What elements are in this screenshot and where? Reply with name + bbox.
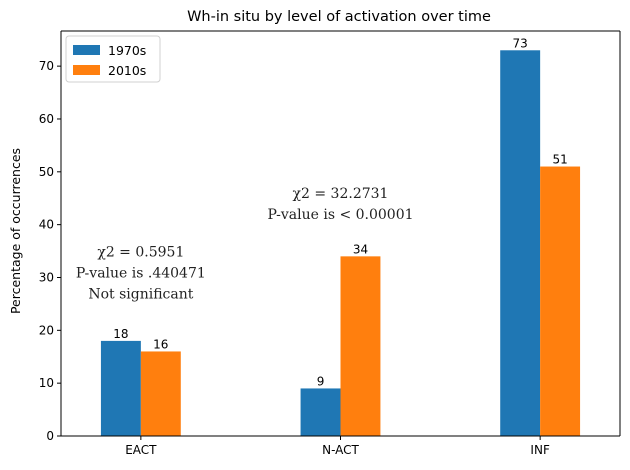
bar-value-label: 34 — [353, 242, 368, 256]
legend-swatch — [73, 65, 100, 75]
bar-1970s-N-ACT — [300, 388, 341, 436]
x-tick-label: EACT — [125, 443, 157, 457]
y-tick-label: 50 — [39, 165, 54, 179]
y-tick-label: 30 — [39, 270, 54, 284]
bar-value-label: 51 — [552, 153, 567, 167]
bar-value-labels: 18 9 73 16 34 51 — [113, 36, 567, 388]
axes-layer: 0 10 20 30 40 50 60 70 EACT N-ACT INF — [39, 30, 621, 457]
annotation-text: P-value is < 0.00001 — [267, 207, 413, 223]
annotation-text: χ2 = 0.5951 — [97, 244, 184, 260]
y-tick-label: 10 — [39, 376, 54, 390]
y-tick-label: 70 — [39, 59, 54, 73]
legend-swatch — [73, 45, 100, 55]
y-tick-label: 40 — [39, 218, 54, 232]
legend: 1970s 2010s — [65, 35, 161, 83]
bars-layer — [100, 50, 581, 437]
bar-value-label: 73 — [513, 36, 528, 50]
bar-value-label: 16 — [153, 337, 168, 351]
x-tick-label: N-ACT — [322, 443, 359, 457]
bar-1970s-INF — [500, 50, 541, 437]
bar-2010s-N-ACT — [340, 256, 381, 436]
bar-value-label: 9 — [317, 374, 325, 388]
legend-label: 2010s — [108, 63, 146, 78]
bar-2010s-INF — [540, 166, 581, 436]
x-tick-label: INF — [530, 443, 550, 457]
y-axis-label: Percentage of occurrences — [8, 148, 23, 314]
y-tick-label: 20 — [39, 323, 54, 337]
y-tick-label: 60 — [39, 112, 54, 126]
bar-2010s-EACT — [140, 351, 181, 436]
y-tick-label: 0 — [46, 429, 54, 443]
bar-1970s-EACT — [100, 340, 141, 436]
annotations-layer: χ2 = 0.5951 P-value is .440471 Not signifi… — [76, 186, 414, 302]
bar-value-label: 18 — [113, 327, 128, 341]
annotation-text: χ2 = 32.2731 — [293, 186, 389, 202]
annotation-text: P-value is .440471 — [76, 265, 206, 281]
annotation-text: Not significant — [88, 286, 193, 302]
legend-label: 1970s — [108, 43, 146, 58]
chart-title: Wh-in situ by level of activation over t… — [187, 9, 491, 25]
